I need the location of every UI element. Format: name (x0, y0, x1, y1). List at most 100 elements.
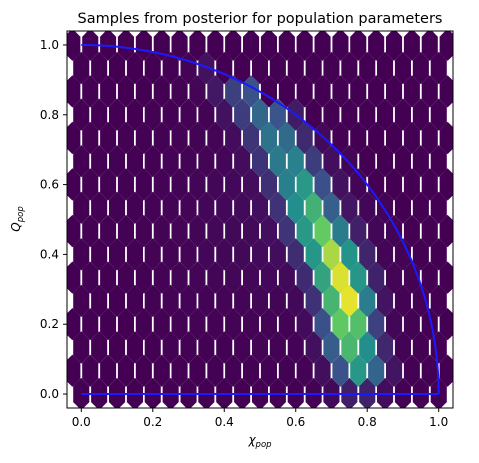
hex-bin (198, 238, 215, 271)
hex-bin (109, 284, 126, 317)
hex-bin (412, 51, 429, 85)
hex-bin (126, 377, 143, 408)
hex-bin (144, 284, 161, 317)
hex-bin (269, 331, 286, 364)
hex-bin (430, 98, 447, 131)
hex-bin (403, 168, 420, 201)
hex-bin (287, 331, 304, 364)
hex-bin (180, 377, 197, 408)
hex-bin (180, 191, 197, 224)
hex-bin (126, 284, 143, 317)
hex-bin (243, 354, 260, 387)
hex-bin (162, 284, 179, 317)
hex-bin (323, 51, 340, 85)
hex-bin (91, 51, 108, 85)
hex-bin (296, 261, 313, 294)
hex-bin (234, 98, 251, 131)
hex-bin (135, 354, 152, 387)
hex-bin (421, 354, 438, 387)
hex-bin (67, 308, 81, 341)
hex-bin (198, 145, 215, 178)
hex-bin (386, 261, 403, 294)
boundary-curve-layer (81, 44, 440, 396)
hex-bin (332, 308, 349, 341)
hex-bin (100, 354, 117, 387)
hex-bin (359, 331, 376, 364)
y-tick-label: 0.6 (40, 178, 59, 192)
hex-bin (144, 238, 161, 271)
hex-bin (243, 168, 260, 201)
hex-bin (287, 284, 304, 317)
hex-bin (252, 284, 268, 317)
hex-bin (394, 284, 411, 317)
y-axis-label: Qpop (9, 206, 26, 231)
hex-bin (439, 121, 453, 155)
hex-bin (439, 75, 453, 108)
hex-bin (359, 284, 376, 317)
hex-bin (189, 308, 206, 341)
chart-title: Samples from posterior for population pa… (78, 11, 443, 27)
hex-bin (117, 121, 134, 155)
hex-bin (126, 145, 143, 178)
hex-bin (243, 121, 260, 155)
hex-bin (234, 51, 251, 85)
y-tick-label: 1.0 (40, 38, 59, 52)
hex-bin (73, 145, 90, 178)
hex-bin (252, 98, 268, 131)
hex-bin (341, 238, 358, 271)
hex-bin (394, 145, 411, 178)
hex-bin (421, 168, 438, 201)
hex-bin (394, 51, 411, 85)
hex-bin (412, 238, 429, 271)
hex-bin (305, 284, 322, 317)
plot-frame (66, 30, 454, 409)
hex-bin (377, 238, 394, 271)
hex-bin (341, 51, 358, 85)
hex-bin (73, 51, 90, 85)
hex-bin (305, 238, 322, 271)
hex-bin (296, 31, 313, 61)
hex-bin (439, 261, 453, 294)
hex-bin (305, 191, 322, 224)
hex-bin (82, 354, 99, 387)
hex-bin (296, 308, 313, 341)
hex-bin (73, 331, 90, 364)
hex-bin (260, 308, 277, 341)
hex-bin (100, 261, 117, 294)
hex-bin (135, 75, 152, 108)
hex-bin (153, 168, 170, 201)
hex-bin (430, 191, 447, 224)
hex-bin (171, 168, 188, 201)
hex-bin (287, 238, 304, 271)
hex-bin (109, 145, 126, 178)
hex-bin (305, 145, 322, 178)
hex-bin (109, 377, 126, 408)
hex-bin (314, 75, 331, 108)
hex-bin (135, 261, 152, 294)
hex-bin (180, 284, 197, 317)
hex-bin (430, 284, 447, 317)
hex-bin (332, 121, 349, 155)
hex-bin (225, 308, 242, 341)
hex-bin (189, 214, 206, 248)
hex-bin (350, 354, 367, 387)
hex-bin (439, 214, 453, 248)
hex-bin (368, 75, 385, 108)
hex-bin (350, 31, 367, 61)
hex-bin (162, 145, 179, 178)
hex-bin (216, 377, 233, 408)
hex-bin (109, 51, 126, 85)
hex-bin (225, 31, 242, 61)
hex-bin (350, 75, 367, 108)
hex-bin (67, 261, 81, 294)
hex-bin (332, 214, 349, 248)
hex-bin (207, 308, 224, 341)
hex-bin (117, 261, 134, 294)
hex-bin (332, 75, 349, 108)
hex-bin (216, 145, 233, 178)
hex-bin (109, 191, 126, 224)
hex-bin (243, 75, 260, 108)
hex-bin (82, 261, 99, 294)
hex-bin (216, 98, 233, 131)
